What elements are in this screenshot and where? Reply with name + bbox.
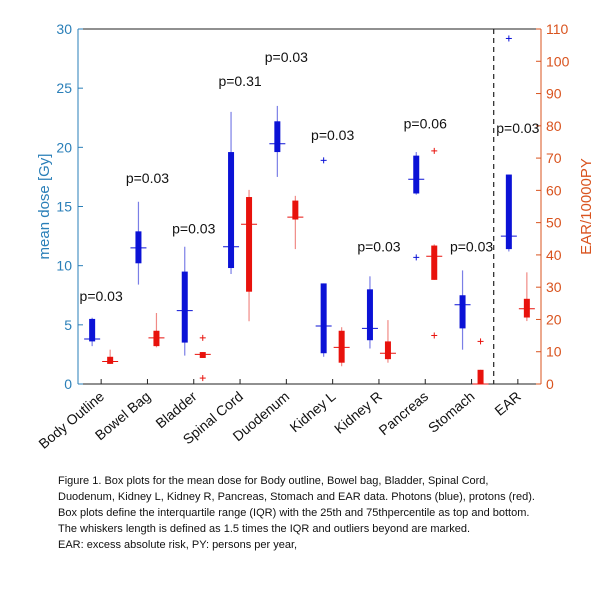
caption-line: Figure 1. Box plots for the mean dose fo… (58, 475, 489, 487)
left-axis-title: mean dose [Gy] (36, 154, 53, 260)
p-value-label: p=0.31 (218, 73, 261, 89)
proton-box (431, 245, 438, 280)
proton-box (107, 356, 114, 364)
right-axis-title: EAR/10000PY (578, 158, 595, 255)
photon-box (505, 174, 512, 250)
proton-box (384, 341, 391, 360)
photon-box (228, 152, 235, 269)
caption-line: Duodenum, Kidney L, Kidney R, Pancreas, … (58, 491, 535, 503)
left-tick-label: 5 (64, 317, 72, 333)
photon-box (181, 271, 188, 343)
x-tick-label: Stomach (425, 388, 478, 436)
right-tick-label: 20 (546, 311, 562, 327)
caption-line: EAR: excess absolute risk, PY: persons p… (58, 539, 298, 551)
caption-line: The whiskers length is defined as 1.5 ti… (58, 523, 471, 535)
p-value-label: p=0.06 (404, 115, 447, 131)
x-tick-label: Pancreas (376, 388, 432, 438)
p-value-label: p=0.03 (450, 238, 493, 254)
x-tick-label: Kidney R (331, 388, 385, 437)
proton-box (153, 330, 160, 347)
p-value-label: p=0.03 (80, 288, 123, 304)
p-value-label: p=0.03 (311, 127, 354, 143)
right-tick-label: 10 (546, 344, 562, 360)
right-tick-label: 40 (546, 247, 562, 263)
right-tick-label: 110 (546, 21, 569, 37)
right-tick-label: 80 (546, 118, 562, 134)
p-value-label: p=0.03 (172, 221, 215, 237)
left-tick-label: 0 (64, 376, 72, 392)
photon-box (413, 155, 420, 194)
proton-box (199, 352, 206, 358)
left-tick-label: 30 (56, 21, 72, 37)
x-tick-label: Body Outline (35, 388, 107, 452)
p-value-label: p=0.03 (126, 170, 169, 186)
proton-box (246, 197, 253, 292)
left-tick-label: 20 (56, 139, 72, 155)
right-tick-label: 50 (546, 215, 562, 231)
right-tick-label: 60 (546, 182, 562, 198)
axes-layer (77, 28, 542, 385)
caption-line: Box plots define the interquartile range… (58, 507, 530, 519)
x-tick-label: EAR (491, 388, 523, 419)
p-value-label: p=0.03 (265, 49, 308, 65)
right-tick-label: 100 (546, 53, 570, 69)
photon-box (89, 318, 96, 342)
p-value-label: p=0.03 (496, 120, 539, 136)
photon-box (459, 295, 466, 329)
left-tick-label: 10 (56, 258, 72, 274)
p-value-label: p=0.03 (357, 238, 400, 254)
right-tick-label: 0 (546, 376, 554, 392)
proton-box (477, 369, 484, 384)
x-tick-label: Kidney L (287, 388, 339, 435)
photon-box (135, 231, 142, 264)
right-tick-label: 30 (546, 279, 562, 295)
left-tick-label: 25 (56, 80, 72, 96)
figure-caption: Figure 1. Box plots for the mean dose fo… (58, 473, 598, 553)
photon-box (274, 121, 281, 153)
right-tick-label: 90 (546, 86, 562, 102)
marks-layer (84, 35, 535, 385)
proton-box (338, 330, 345, 363)
photon-box (320, 283, 327, 354)
proton-box (292, 200, 299, 220)
left-tick-label: 15 (56, 199, 72, 215)
right-tick-label: 70 (546, 150, 562, 166)
proton-box (523, 298, 530, 318)
photon-box (366, 289, 373, 341)
